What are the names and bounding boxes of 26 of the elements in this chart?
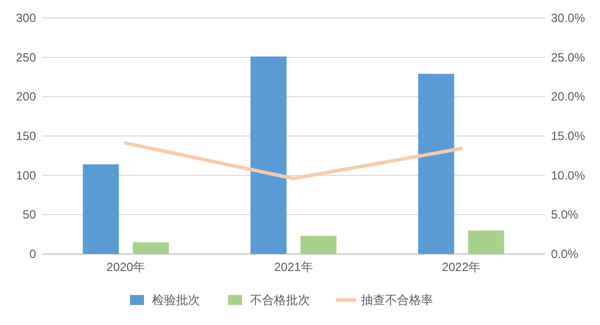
bar: [418, 74, 454, 254]
y-tick-label: 100: [16, 168, 36, 182]
y2-tick-label: 30.0%: [551, 11, 586, 25]
x-tick-label: 2020年: [106, 260, 146, 274]
y-tick-label: 150: [16, 129, 36, 143]
y2-tick-label: 0.0%: [551, 247, 579, 261]
legend-label: 不合格批次: [250, 293, 310, 307]
y-tick-label: 300: [16, 11, 36, 25]
y2-tick-label: 5.0%: [551, 208, 579, 222]
x-tick-label: 2021年: [274, 260, 313, 274]
x-tick-label: 2022年: [442, 260, 481, 274]
bar: [300, 236, 336, 254]
y-tick-label: 50: [22, 208, 36, 222]
y-tick-label: 200: [16, 90, 36, 104]
y2-tick-label: 15.0%: [551, 129, 586, 143]
bar: [82, 164, 119, 254]
y2-tick-label: 25.0%: [551, 50, 586, 64]
y2-tick-label: 10.0%: [551, 168, 586, 182]
legend-label: 检验批次: [152, 293, 200, 307]
y-tick-label: 250: [16, 50, 36, 64]
bar: [250, 56, 286, 254]
y2-tick-label: 20.0%: [551, 90, 586, 104]
bar: [468, 230, 504, 254]
y-tick-label: 0: [29, 247, 36, 261]
legend-label: 抽查不合格率: [361, 293, 433, 307]
bar: [132, 242, 169, 254]
